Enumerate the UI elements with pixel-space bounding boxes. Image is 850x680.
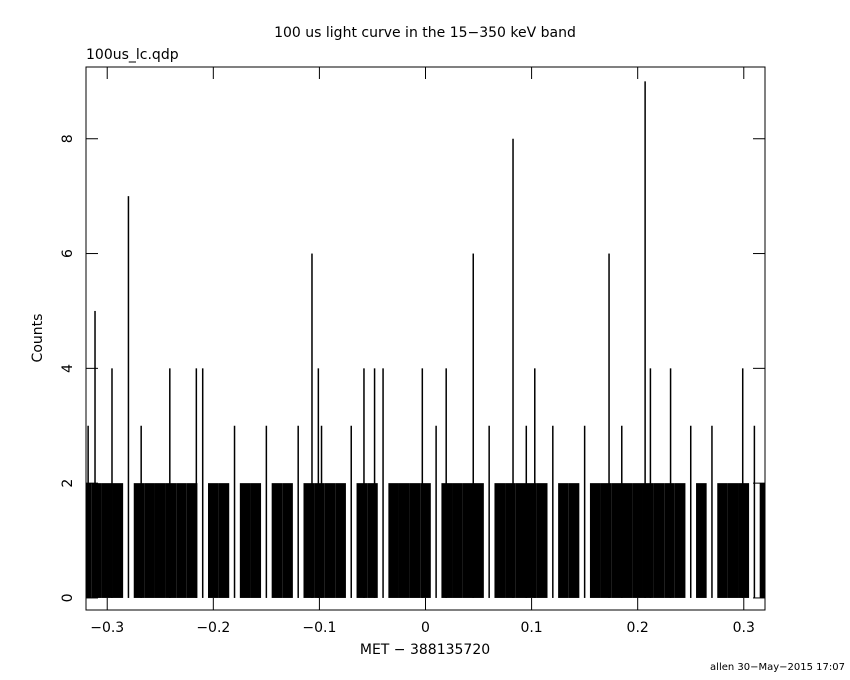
bar: [176, 483, 187, 598]
bar: [382, 368, 384, 598]
bar: [409, 483, 421, 598]
bar: [696, 483, 707, 598]
x-tick-label: −0.1: [302, 620, 336, 636]
y-tick-label: 2: [60, 479, 76, 488]
bar: [644, 81, 646, 598]
bar: [462, 483, 474, 598]
bar: [452, 483, 463, 598]
bar: [388, 483, 399, 598]
bar: [727, 483, 739, 598]
bar: [250, 483, 262, 598]
bar: [127, 196, 130, 598]
bar: [664, 483, 675, 598]
bar: [133, 483, 145, 598]
bar: [233, 425, 236, 598]
x-tick-label: 0.1: [520, 620, 542, 636]
bar: [311, 253, 313, 598]
bar: [608, 253, 610, 598]
bar: [689, 425, 692, 598]
bar: [669, 368, 672, 598]
bar: [303, 483, 315, 598]
bar: [144, 483, 155, 598]
bar: [552, 425, 554, 598]
bar: [589, 483, 601, 598]
bar: [435, 425, 437, 598]
bar: [558, 483, 569, 598]
x-tick-label: 0.2: [627, 620, 649, 636]
bar: [398, 483, 410, 598]
bar: [711, 425, 713, 598]
bar: [201, 368, 204, 598]
bar: [367, 483, 378, 598]
bar: [441, 483, 453, 598]
bar: [512, 138, 514, 598]
chart-title: 100 us light curve in the 15−350 keV ban…: [274, 25, 576, 41]
credit: allen 30−May−2015 17:07: [710, 662, 845, 673]
bar: [350, 425, 352, 598]
x-tick-label: −0.3: [90, 620, 124, 636]
bar: [335, 483, 346, 598]
x-tick-label: −0.2: [196, 620, 230, 636]
x-axis-label: MET − 388135720: [360, 642, 490, 658]
bar: [494, 483, 506, 598]
bar: [208, 483, 219, 598]
bar: [195, 368, 198, 598]
bar: [642, 483, 654, 598]
bar: [515, 483, 527, 598]
bar: [420, 483, 431, 598]
bar: [488, 425, 490, 598]
bar: [165, 483, 177, 598]
bar: [363, 368, 365, 598]
bar: [583, 425, 586, 598]
bar: [536, 483, 548, 598]
bar: [621, 483, 633, 598]
bar: [759, 483, 765, 598]
bar: [324, 483, 336, 598]
bar: [505, 483, 516, 598]
bar: [154, 483, 166, 598]
bar: [472, 253, 474, 598]
bar: [87, 425, 89, 598]
chart-subtitle: 100us_lc.qdp: [86, 47, 179, 63]
y-tick-label: 8: [60, 134, 76, 143]
bar: [186, 483, 198, 598]
bar: [373, 368, 376, 598]
bar: [632, 483, 643, 598]
bar: [101, 483, 113, 598]
bar: [600, 483, 612, 598]
bar: [653, 483, 665, 598]
bar: [611, 483, 622, 598]
bar: [753, 425, 756, 598]
y-tick-label: 4: [60, 364, 76, 373]
bar: [140, 425, 142, 598]
y-axis-label: Counts: [30, 314, 46, 363]
bar: [534, 368, 536, 598]
bar: [674, 483, 686, 598]
x-tick-label: 0.3: [733, 620, 755, 636]
bar: [239, 483, 251, 598]
x-tick-label: 0: [421, 620, 430, 636]
bar: [297, 425, 299, 598]
bar: [111, 368, 113, 598]
bar: [738, 483, 750, 598]
bar: [282, 483, 293, 598]
bar: [717, 483, 728, 598]
y-tick-label: 6: [60, 249, 76, 258]
bar: [218, 483, 230, 598]
bar: [265, 425, 268, 598]
bar: [91, 483, 102, 598]
bar: [473, 483, 484, 598]
bar: [314, 483, 325, 598]
bar: [568, 483, 580, 598]
y-tick-label: 0: [60, 593, 76, 602]
bar: [271, 483, 283, 598]
bar: [526, 483, 537, 598]
bar: [649, 368, 652, 598]
bar: [112, 483, 124, 598]
bar: [320, 425, 323, 598]
bar: [94, 310, 96, 598]
bar: [356, 483, 368, 598]
